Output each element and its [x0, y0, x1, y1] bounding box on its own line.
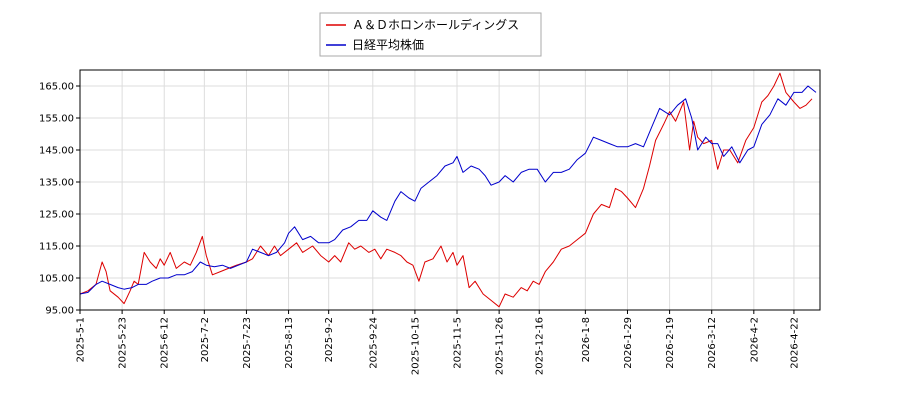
- x-tick-label: 2025-9-2: [324, 317, 335, 362]
- x-tick-label: 2025-5-1: [76, 317, 87, 362]
- y-tick-label: 135.00: [39, 178, 74, 189]
- series-lines: [79, 72, 817, 308]
- y-tick-label: 165.00: [39, 82, 74, 93]
- x-tick-label: 2025-6-12: [160, 317, 171, 369]
- legend-label-series-2: 日経平均株価: [352, 37, 424, 52]
- x-tick-label: 2025-11-5: [453, 317, 464, 369]
- y-tick-label: 145.00: [39, 146, 74, 157]
- x-tick-label: 2026-4-2: [749, 317, 760, 362]
- y-tick-label: 105.00: [39, 274, 74, 285]
- x-tick-label: 2026-2-19: [665, 317, 676, 369]
- x-tick-label: 2026-4-22: [789, 317, 800, 369]
- y-tick-label: 115.00: [39, 242, 74, 253]
- x-tick-label: 2025-7-2: [200, 317, 211, 362]
- legend-box: [319, 12, 542, 57]
- series-line-2: [79, 85, 817, 295]
- x-tick-label: 2025-8-13: [284, 317, 295, 369]
- x-tick-label: 2025-12-16: [535, 317, 546, 375]
- plot-area-frame: [79, 69, 821, 311]
- x-tick-label: 2025-11-26: [495, 317, 506, 375]
- y-axis: 95.00 105.00 115.00 125.00 135.00 145.00 155.0…: [39, 82, 80, 317]
- y-tick-label: 125.00: [39, 210, 74, 221]
- series-line-1: [79, 72, 813, 308]
- x-tick-label: 2025-9-24: [368, 317, 379, 369]
- x-tick-label: 2026-1-8: [581, 317, 592, 362]
- x-tick-label: 2026-1-29: [623, 317, 634, 369]
- x-tick-label: 2025-7-23: [242, 317, 253, 369]
- legend-label-series-1: Ａ＆Ｄホロンホールディングス: [352, 17, 519, 32]
- x-tick-label: 2025-10-15: [410, 317, 421, 375]
- gridlines: [79, 70, 820, 311]
- x-tick-label: 2025-5-23: [118, 317, 129, 369]
- y-tick-label: 155.00: [39, 114, 74, 125]
- x-tick-label: 2026-3-12: [707, 317, 718, 369]
- y-tick-label: 95.00: [45, 306, 74, 317]
- legend: Ａ＆Ｄホロンホールディングス 日経平均株価: [319, 12, 542, 57]
- x-axis: 2025-5-1 2025-5-23 2025-6-12 2025-7-2 2025-7…: [76, 310, 800, 375]
